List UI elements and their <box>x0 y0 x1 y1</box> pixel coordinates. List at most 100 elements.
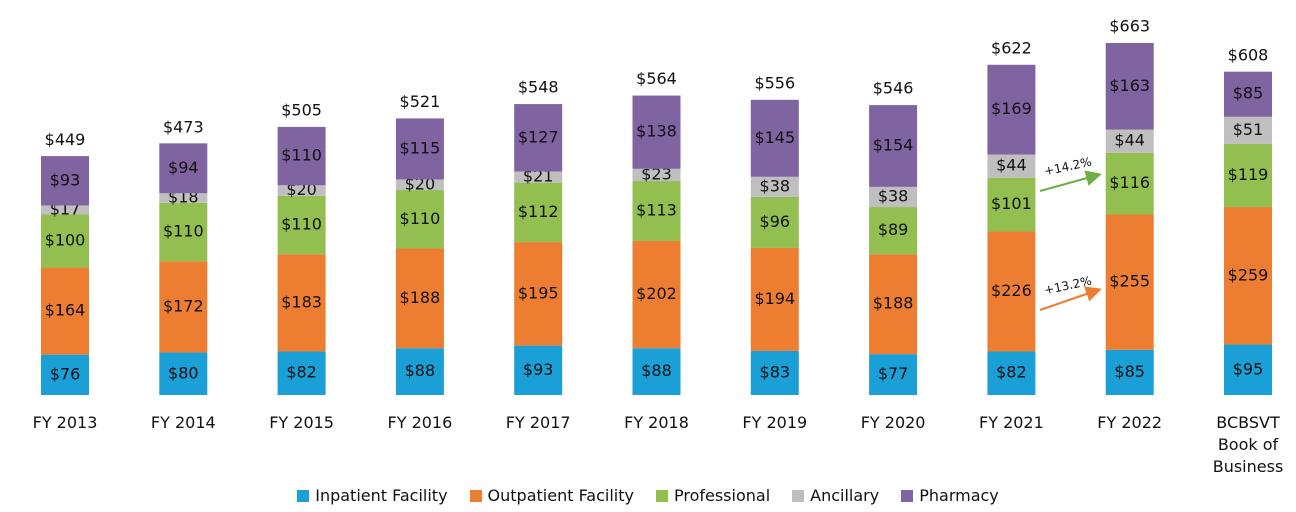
value-label: $195 <box>518 283 559 302</box>
value-label: $85 <box>1233 84 1264 103</box>
bar-segment <box>750 247 799 351</box>
bar-segment <box>987 64 1036 155</box>
bar-segment <box>159 202 208 262</box>
value-label: $82 <box>286 363 317 382</box>
total-label: $622 <box>991 38 1032 57</box>
x-tick-label: FY 2018 <box>624 413 689 432</box>
bar-segment <box>1224 344 1272 395</box>
bar-segment <box>1105 43 1154 130</box>
total-label: $548 <box>518 78 559 97</box>
bar-segment <box>1105 129 1154 153</box>
legend-item: Inpatient Facility <box>297 486 448 505</box>
annotation-arrow <box>1039 170 1102 192</box>
legend-item: Pharmacy <box>901 486 999 505</box>
value-label: $83 <box>760 362 791 381</box>
value-label: $100 <box>45 231 86 250</box>
legend-swatch <box>297 489 310 502</box>
bar-segment <box>395 348 444 395</box>
value-label: $138 <box>636 122 677 141</box>
legend-swatch <box>901 489 914 502</box>
x-tick-label: BCBSVT Book of Business <box>1212 413 1284 476</box>
bar-segment <box>1224 71 1272 117</box>
total-label: $564 <box>636 69 677 88</box>
value-label: $163 <box>1109 76 1150 95</box>
x-tick-label: FY 2019 <box>742 413 808 432</box>
bar-segment <box>869 207 918 255</box>
value-label: $38 <box>760 176 791 195</box>
bar-segment <box>750 196 799 248</box>
legend-item: Professional <box>655 486 771 505</box>
bar-segment <box>395 179 444 191</box>
bar-segment <box>1105 349 1154 395</box>
bar-segment <box>514 104 563 172</box>
bar-segment <box>514 345 563 395</box>
bar-segment <box>277 195 326 255</box>
bar-segment <box>395 118 444 180</box>
value-label: $94 <box>168 158 199 177</box>
bar-segment <box>869 254 918 355</box>
bar-segment <box>41 354 89 395</box>
value-label: $172 <box>163 296 204 315</box>
bar-segment <box>869 354 918 395</box>
bar-segment <box>41 156 89 206</box>
bar-segment <box>395 190 444 249</box>
bar-segment <box>987 231 1036 352</box>
x-tick-label: FY 2013 <box>32 413 98 432</box>
value-label: $38 <box>878 186 909 205</box>
bar-segment <box>41 214 89 268</box>
bar-segment <box>1224 207 1272 345</box>
value-label: $116 <box>1109 173 1150 192</box>
value-label: $44 <box>996 156 1027 175</box>
bar-segment <box>277 351 326 395</box>
bar-segment <box>514 171 563 183</box>
legend-swatch <box>655 489 668 502</box>
bar-segment <box>1224 116 1272 144</box>
value-label: $188 <box>400 288 441 307</box>
x-tick-label: FY 2021 <box>979 413 1044 432</box>
total-label: $449 <box>45 130 86 149</box>
bar-segment <box>277 254 326 352</box>
value-label: $226 <box>991 281 1032 300</box>
bar-segment <box>750 99 799 177</box>
bar-segment <box>1224 143 1272 208</box>
legend: Inpatient Facility Outpatient Facility Pro… <box>0 486 1296 505</box>
value-label: $44 <box>1114 131 1145 150</box>
total-label: $546 <box>873 79 914 98</box>
legend-item: Outpatient Facility <box>469 486 634 505</box>
value-label: $93 <box>523 360 554 379</box>
value-label: $202 <box>636 284 677 303</box>
total-label: $505 <box>281 100 322 119</box>
value-label: $164 <box>45 301 86 320</box>
value-label: $112 <box>518 202 559 221</box>
value-label: $110 <box>400 209 441 228</box>
bar-segment <box>514 182 563 243</box>
legend-label: Outpatient Facility <box>487 486 634 505</box>
annotation-arrow <box>1039 286 1102 311</box>
value-label: $76 <box>50 364 81 383</box>
x-tick-label: FY 2016 <box>387 413 453 432</box>
bar-segment <box>750 176 799 197</box>
legend-label: Pharmacy <box>919 486 999 505</box>
bar-segment <box>869 105 918 187</box>
value-label: $88 <box>405 361 436 380</box>
bar-segment <box>632 348 681 395</box>
value-label: $113 <box>636 201 677 220</box>
x-tick-label: FY 2020 <box>860 413 926 432</box>
bar-segment <box>41 205 89 215</box>
value-label: $89 <box>878 220 909 239</box>
legend-label: Professional <box>673 486 771 505</box>
bar-segment <box>987 351 1036 395</box>
bar-segment <box>159 352 208 395</box>
value-label: $82 <box>996 363 1027 382</box>
bar-segment <box>514 242 563 346</box>
bar-segment <box>159 193 208 203</box>
value-label: $183 <box>281 292 322 311</box>
value-label: $93 <box>50 170 81 189</box>
value-label: $110 <box>163 222 204 241</box>
value-label: $96 <box>760 212 791 231</box>
annotation: +14.2% <box>1043 155 1093 179</box>
total-label: $473 <box>163 117 204 136</box>
value-label: $169 <box>991 99 1032 118</box>
